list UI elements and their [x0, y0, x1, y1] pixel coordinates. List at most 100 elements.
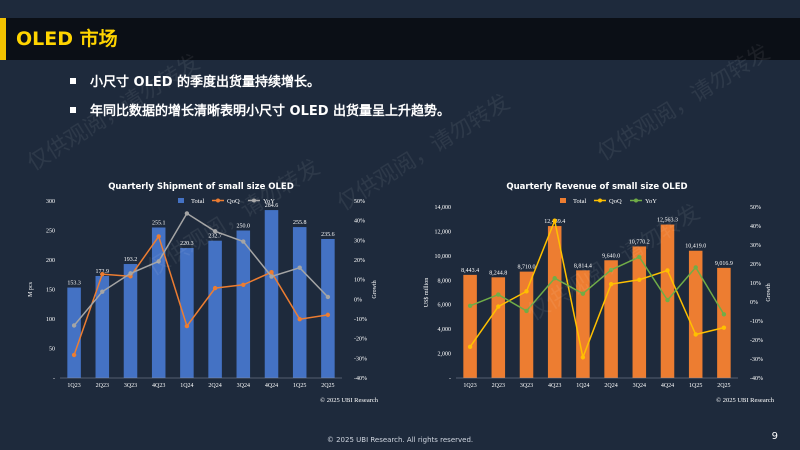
bar-value-label: 255.8: [293, 220, 307, 226]
bar: [519, 271, 534, 378]
yoy-value-label: 4.4%: [0, 0, 6, 2]
y-tick-label: 6,000: [438, 303, 452, 309]
qoq-value-label: 7.4%: [0, 0, 6, 2]
bar-value-label: 10,770.2: [629, 239, 650, 245]
yoy-value-label: 12.5%: [0, 0, 8, 2]
x-tick-label: 2Q24: [604, 383, 617, 389]
yoy-value-label: 18.2%: [0, 0, 8, 2]
y2-axis-label: Growth: [372, 280, 378, 298]
qoq-value-label: 11.7%: [0, 0, 8, 2]
legend-label: YoY: [263, 198, 275, 205]
x-tick-label: 2Q25: [717, 383, 730, 389]
yoy-point: [496, 292, 501, 297]
bar-value-label: 8,814.4: [574, 263, 592, 269]
x-tick-label: 3Q24: [237, 383, 250, 389]
bar-value-label: 8,443.4: [461, 268, 479, 274]
bar: [95, 275, 110, 378]
bullet-text: 小尺寸 OLED 的季度出货量持续增长。: [90, 75, 321, 90]
y2-tick-label: -30%: [750, 357, 763, 363]
y-tick-label: 12,000: [435, 229, 452, 235]
y2-tick-label: 30%: [750, 243, 761, 249]
yoy-value-label: -13.3%: [0, 0, 9, 2]
yoy-point: [128, 271, 133, 276]
qoq-value-label: 32.0%: [0, 0, 8, 2]
qoq-value-label: -17.1%: [0, 0, 9, 2]
x-tick-label: 3Q23: [520, 383, 533, 389]
x-tick-label: 2Q24: [208, 383, 221, 389]
qoq-point: [637, 277, 642, 282]
top-strip: [0, 0, 800, 18]
legend-swatch-marker: [598, 198, 602, 203]
y2-tick-label: 10%: [354, 278, 365, 284]
bar: [547, 226, 562, 378]
qoq-point: [100, 271, 105, 277]
bar: [180, 248, 194, 378]
qoq-point: [496, 304, 501, 309]
yoy-line: [73, 212, 329, 326]
bar-value-label: 250.0: [237, 224, 251, 230]
yoy-point: [325, 294, 331, 300]
qoq-value-label: -29.1%: [0, 0, 9, 2]
title-accent-bar: [0, 18, 6, 60]
qoq-value-label: 42.8%: [0, 0, 8, 2]
x-tick-label: 2Q23: [96, 383, 109, 389]
qoq-line: [73, 234, 329, 356]
qoq-point: [212, 285, 218, 291]
bar-value-label: 9,016.9: [715, 261, 733, 267]
y2-tick-label: 10%: [750, 281, 761, 287]
qoq-value-label: 5.7%: [0, 0, 6, 2]
legend-label: Total: [191, 198, 204, 205]
qoq-value-label: -7.9%: [0, 0, 7, 2]
yoy-point: [467, 303, 473, 308]
bar-value-label: 8,710.0: [518, 265, 536, 271]
yoy-value-label: -2.0%: [0, 0, 7, 2]
bar: [151, 227, 166, 378]
x-tick-label: 2Q25: [321, 383, 334, 389]
yoy-value-label: 3.9%: [0, 0, 6, 2]
bar: [321, 238, 335, 378]
qoq-point: [71, 352, 77, 358]
slide-title: OLED 市场: [16, 28, 118, 50]
y2-tick-label: 50%: [750, 205, 761, 211]
yoy-point: [100, 289, 105, 294]
yoy-line: [469, 256, 725, 315]
y2-tick-label: -40%: [354, 376, 367, 382]
bullet-text: 年同比数据的增长清晰表明小尺寸 OLED 出货量呈上升趋势。: [90, 104, 451, 119]
title-bar: OLED 市场: [0, 18, 800, 60]
chart-credit: © 2025 UBI Research: [320, 397, 379, 404]
qoq-point: [524, 289, 529, 294]
x-tick-label: 4Q24: [265, 383, 278, 389]
yoy-value-label: 16.9%: [0, 0, 8, 2]
y-tick-label: 150: [46, 288, 55, 294]
qoq-point: [608, 281, 614, 287]
yoy-value-label: 19.3%: [0, 0, 8, 2]
qoq-point: [325, 312, 331, 318]
bullet-list: 小尺寸 OLED 的季度出货量持续增长。 年同比数据的增长清晰表明小尺寸 OLE…: [70, 66, 770, 124]
qoq-value-label: 9.4%: [0, 0, 6, 2]
qoq-value-label: 12.8%: [0, 0, 8, 2]
yoy-point: [297, 265, 302, 270]
qoq-value-label: -10.1%: [0, 0, 9, 2]
qoq-value-label: 5.6%: [0, 0, 6, 2]
y-tick-label: 100: [46, 317, 55, 323]
qoq-value-label: 11.7%: [0, 0, 8, 2]
y2-tick-label: 20%: [354, 258, 365, 264]
y-tick-label: 300: [46, 199, 55, 205]
footer-copyright: © 2025 UBI Research. All rights reserved…: [326, 436, 474, 444]
bar-value-label: 284.6: [265, 203, 279, 209]
qoq-value-label: -2.4%: [0, 0, 7, 2]
x-tick-label: 4Q23: [152, 383, 165, 389]
y2-tick-label: -10%: [750, 319, 763, 325]
y2-tick-label: -20%: [354, 337, 367, 343]
x-tick-label: 1Q25: [689, 383, 702, 389]
yoy-value-label: 13.2%: [0, 0, 8, 2]
y-tick-label: 2,000: [438, 352, 452, 358]
yoy-value-label: 29.4%: [0, 0, 8, 2]
bullet-square-icon: [70, 106, 76, 113]
x-tick-label: 4Q23: [548, 383, 561, 389]
bullet-item: 年同比数据的增长清晰表明小尺寸 OLED 出货量呈上升趋势。: [70, 95, 770, 124]
x-tick-label: 1Q24: [180, 383, 193, 389]
bar: [208, 240, 222, 378]
bar: [491, 277, 506, 378]
y2-tick-label: 40%: [354, 219, 365, 225]
